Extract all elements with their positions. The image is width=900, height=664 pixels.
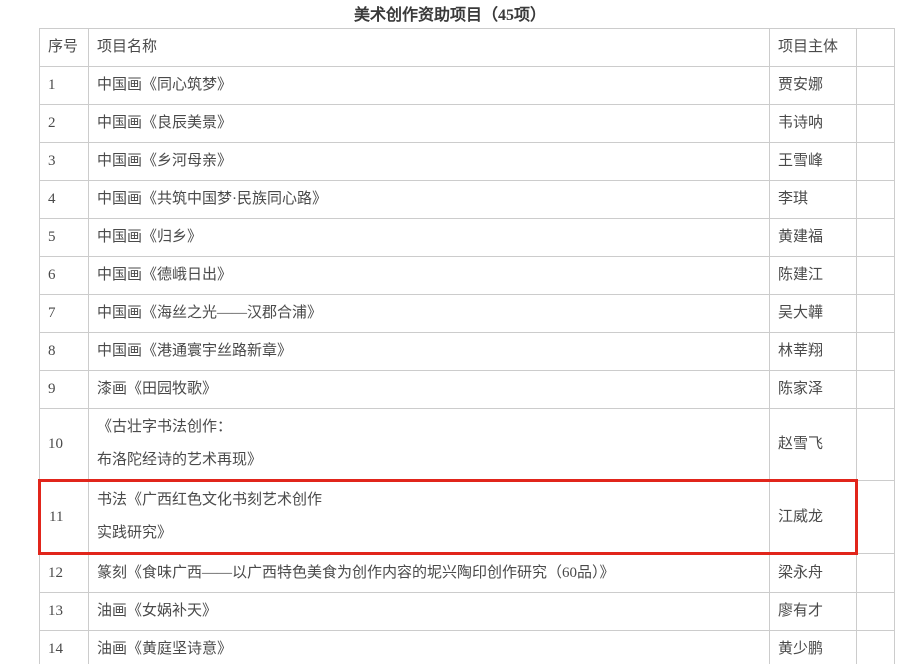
row-owner: 韦诗呐 (769, 104, 857, 143)
projects-table: 序号 项目名称 项目主体 1 中国画《同心筑梦》 贾安娜 2 中国画《良辰美景》… (38, 28, 895, 664)
table-row: 6 中国画《德峨日出》 陈建江 (39, 256, 895, 295)
table-row-highlighted: 11 书法《广西红色文化书刻艺术创作 实践研究》 江威龙 (38, 479, 895, 555)
row-project: 中国画《乡河母亲》 (88, 142, 770, 181)
row-owner: 梁永舟 (769, 553, 857, 593)
row-project: 中国画《德峨日出》 (88, 256, 770, 295)
table-row: 13 油画《女娲补天》 廖有才 (39, 592, 895, 631)
row-owner: 江威龙 (769, 479, 858, 555)
row-extra (856, 332, 895, 371)
row-no: 5 (39, 218, 89, 257)
row-owner: 陈建江 (769, 256, 857, 295)
row-no: 4 (39, 180, 89, 219)
row-project: 中国画《归乡》 (88, 218, 770, 257)
row-extra (856, 180, 895, 219)
row-project: 中国画《共筑中国梦·民族同心路》 (88, 180, 770, 219)
header-extra (856, 28, 895, 67)
row-extra (856, 553, 895, 593)
row-project: 漆画《田园牧歌》 (88, 370, 770, 409)
table-row: 14 油画《黄庭坚诗意》 黄少鹏 (39, 630, 895, 664)
row-no: 6 (39, 256, 89, 295)
row-owner: 廖有才 (769, 592, 857, 631)
table-row: 10 《古壮字书法创作： 布洛陀经诗的艺术再现》 赵雪飞 (39, 408, 895, 481)
row-project: 油画《黄庭坚诗意》 (88, 630, 770, 664)
row-no: 14 (39, 630, 89, 664)
table-row: 8 中国画《港通寰宇丝路新章》 林莘翔 (39, 332, 895, 371)
row-extra (856, 370, 895, 409)
row-no: 8 (39, 332, 89, 371)
row-project: 《古壮字书法创作： 布洛陀经诗的艺术再现》 (88, 408, 770, 481)
table-row: 5 中国画《归乡》 黄建福 (39, 218, 895, 257)
table-row: 1 中国画《同心筑梦》 贾安娜 (39, 66, 895, 105)
row-owner: 王雪峰 (769, 142, 857, 181)
table-row: 9 漆画《田园牧歌》 陈家泽 (39, 370, 895, 409)
row-owner: 贾安娜 (769, 66, 857, 105)
row-extra (856, 630, 895, 664)
header-owner: 项目主体 (769, 28, 857, 67)
table-row: 7 中国画《海丝之光——汉郡合浦》 吴大韡 (39, 294, 895, 333)
row-no: 7 (39, 294, 89, 333)
table-body: 1 中国画《同心筑梦》 贾安娜 2 中国画《良辰美景》 韦诗呐 3 中国画《乡河… (38, 66, 895, 664)
row-no: 9 (39, 370, 89, 409)
row-extra (856, 256, 895, 295)
row-extra (856, 104, 895, 143)
row-project: 篆刻《食味广西——以广西特色美食为创作内容的坭兴陶印创作研究（60品）》 (88, 553, 770, 593)
row-no: 2 (39, 104, 89, 143)
row-no: 1 (39, 66, 89, 105)
row-owner: 李琪 (769, 180, 857, 219)
row-project: 油画《女娲补天》 (88, 592, 770, 631)
row-no: 13 (39, 592, 89, 631)
table-row: 12 篆刻《食味广西——以广西特色美食为创作内容的坭兴陶印创作研究（60品）》 … (39, 553, 895, 593)
row-extra (856, 142, 895, 181)
row-project: 中国画《良辰美景》 (88, 104, 770, 143)
row-owner: 赵雪飞 (769, 408, 857, 481)
row-owner: 黄建福 (769, 218, 857, 257)
row-extra (856, 408, 895, 481)
row-extra (856, 218, 895, 257)
row-owner: 林莘翔 (769, 332, 857, 371)
table-row: 3 中国画《乡河母亲》 王雪峰 (39, 142, 895, 181)
header-no: 序号 (39, 28, 89, 67)
row-project: 中国画《同心筑梦》 (88, 66, 770, 105)
row-no: 10 (39, 408, 89, 481)
table-row: 2 中国画《良辰美景》 韦诗呐 (39, 104, 895, 143)
row-owner: 吴大韡 (769, 294, 857, 333)
row-owner: 黄少鹏 (769, 630, 857, 664)
row-extra (856, 66, 895, 105)
row-extra (856, 480, 895, 554)
row-no: 11 (38, 479, 89, 555)
row-extra (856, 294, 895, 333)
row-owner: 陈家泽 (769, 370, 857, 409)
table-row: 4 中国画《共筑中国梦·民族同心路》 李琪 (39, 180, 895, 219)
page-title: 美术创作资助项目（45项） (353, 7, 546, 24)
row-project: 书法《广西红色文化书刻艺术创作 实践研究》 (88, 479, 770, 555)
row-no: 3 (39, 142, 89, 181)
row-extra (856, 592, 895, 631)
row-project: 中国画《港通寰宇丝路新章》 (88, 332, 770, 371)
header-project: 项目名称 (88, 28, 770, 67)
row-project: 中国画《海丝之光——汉郡合浦》 (88, 294, 770, 333)
row-no: 12 (39, 553, 89, 593)
header-row: 序号 项目名称 项目主体 (39, 28, 895, 67)
table-header: 序号 项目名称 项目主体 (39, 28, 895, 67)
